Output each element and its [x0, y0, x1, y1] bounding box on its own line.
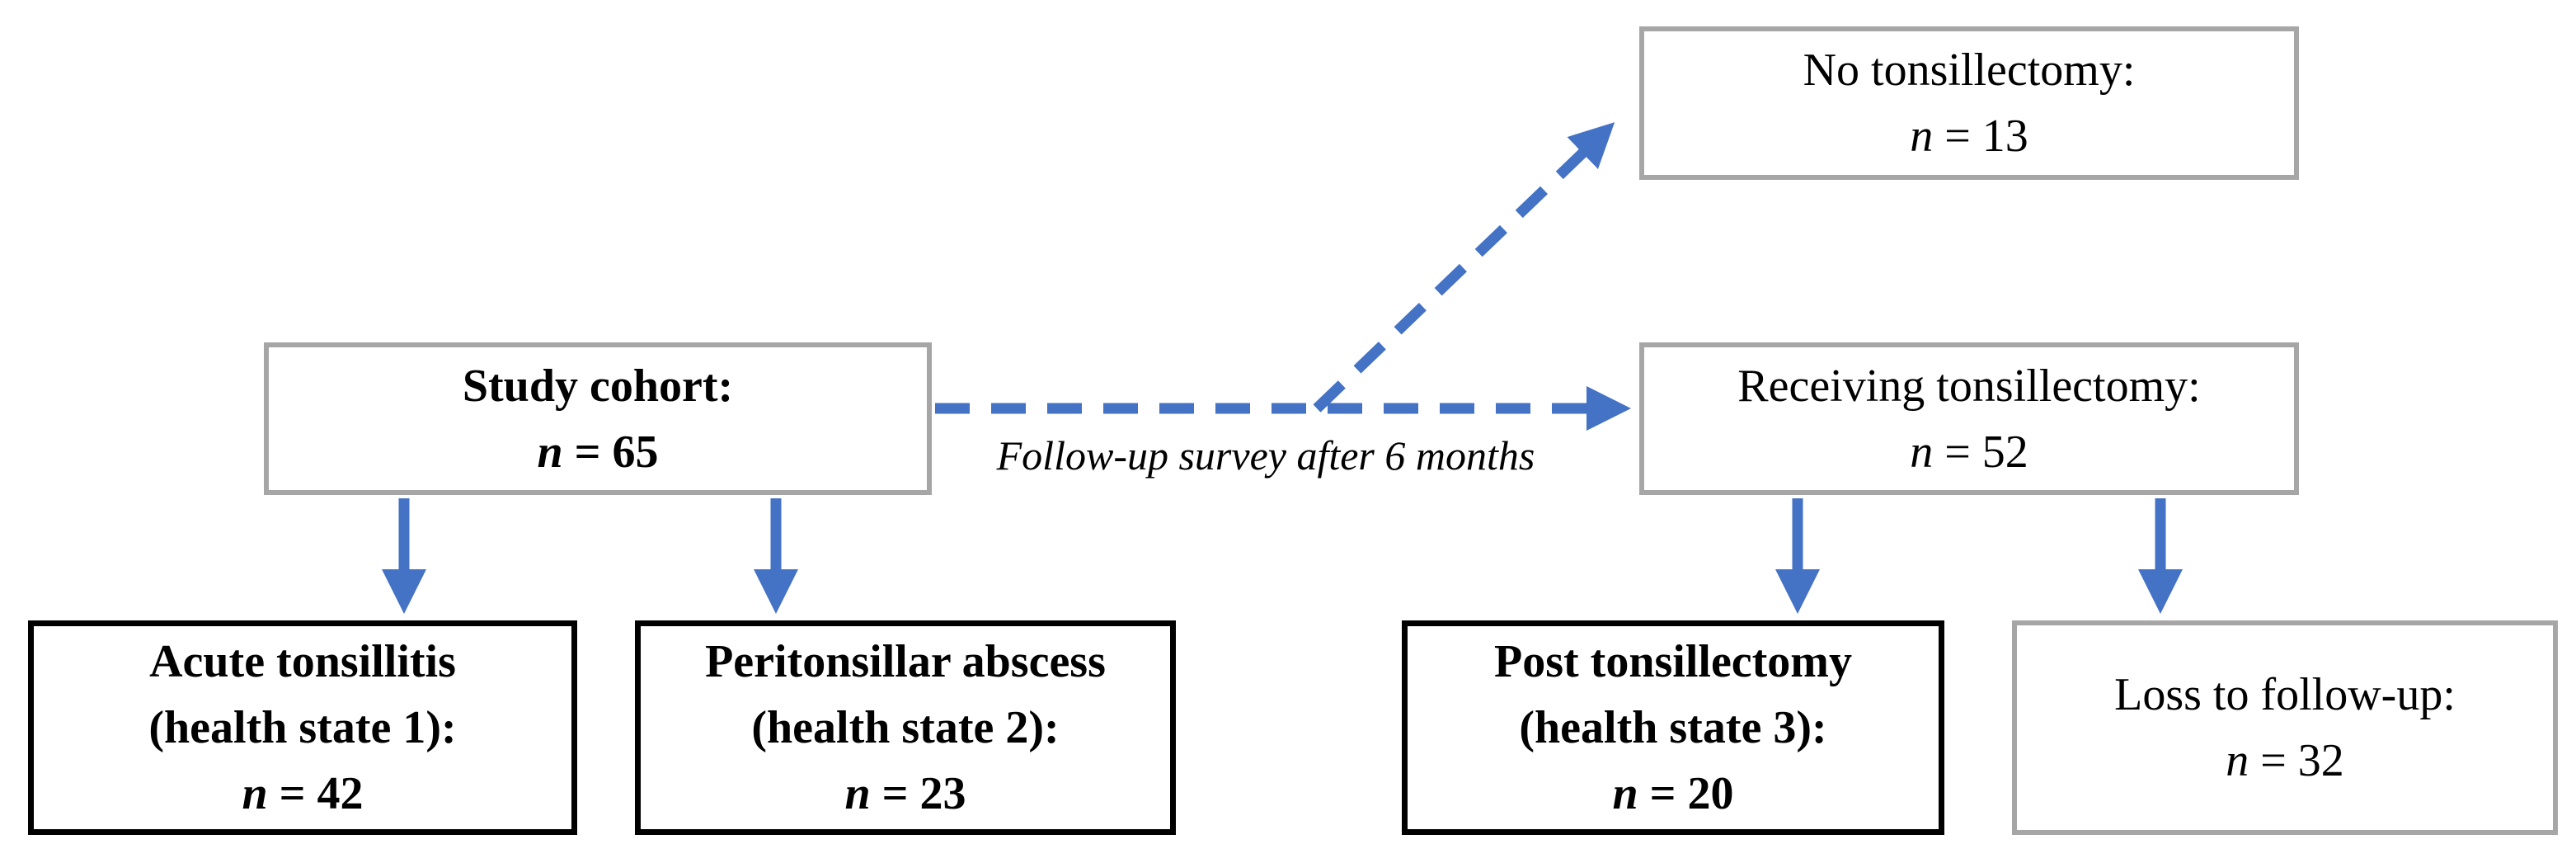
node-n-line: n = 65	[537, 419, 658, 485]
node-n-line: n = 23	[844, 761, 966, 827]
n-value: = 20	[1638, 768, 1734, 819]
n-symbol: n	[1612, 768, 1638, 819]
node-acute-tonsillitis: Acute tonsillitis (health state 1): n = …	[28, 620, 577, 835]
n-value: = 65	[562, 426, 659, 478]
node-receiving-tonsillectomy: Receiving tonsillectomy: n = 52	[1639, 342, 2299, 495]
n-value: = 32	[2249, 735, 2344, 786]
n-symbol: n	[1910, 426, 1934, 478]
n-value: = 13	[1933, 111, 2028, 162]
node-title-line: (health state 2):	[751, 702, 1060, 753]
node-title-line: Peritonsillar abscess	[705, 636, 1106, 687]
node-no-tonsillectomy: No tonsillectomy: n = 13	[1639, 26, 2299, 180]
node-title-line: Acute tonsillitis	[149, 636, 456, 687]
followup-survey-label: Follow-up survey after 6 months	[996, 432, 1535, 479]
node-n-line: n = 13	[1910, 103, 2028, 169]
n-symbol: n	[844, 768, 871, 819]
arrow-followup-diagonal	[1313, 122, 1615, 413]
node-title-line: Study cohort:	[462, 360, 734, 412]
node-n-line: n = 52	[1910, 419, 2028, 485]
node-peritonsillar-abscess: Peritonsillar abscess (health state 2): …	[635, 620, 1176, 835]
node-n-line: n = 32	[2226, 728, 2344, 794]
node-study-cohort: Study cohort: n = 65	[264, 342, 932, 495]
n-symbol: n	[242, 768, 268, 819]
n-symbol: n	[537, 426, 563, 478]
node-title-line: Receiving tonsillectomy:	[1737, 360, 2201, 412]
node-title-line: No tonsillectomy:	[1803, 45, 2136, 96]
n-value: = 23	[870, 768, 966, 819]
node-title-line: Loss to follow-up:	[2114, 669, 2456, 720]
node-loss-to-follow-up: Loss to follow-up: n = 32	[2012, 620, 2558, 835]
n-symbol: n	[1910, 111, 1934, 162]
node-title-line: Post tonsillectomy	[1494, 636, 1852, 687]
n-value: = 52	[1933, 426, 2028, 478]
node-n-line: n = 20	[1612, 761, 1733, 827]
n-symbol: n	[2226, 735, 2249, 786]
node-title-line: (health state 1):	[148, 702, 457, 753]
node-post-tonsillectomy: Post tonsillectomy (health state 3): n =…	[1402, 620, 1944, 835]
node-title-line: (health state 3):	[1519, 702, 1827, 753]
node-n-line: n = 42	[242, 761, 363, 827]
n-value: = 42	[267, 768, 364, 819]
